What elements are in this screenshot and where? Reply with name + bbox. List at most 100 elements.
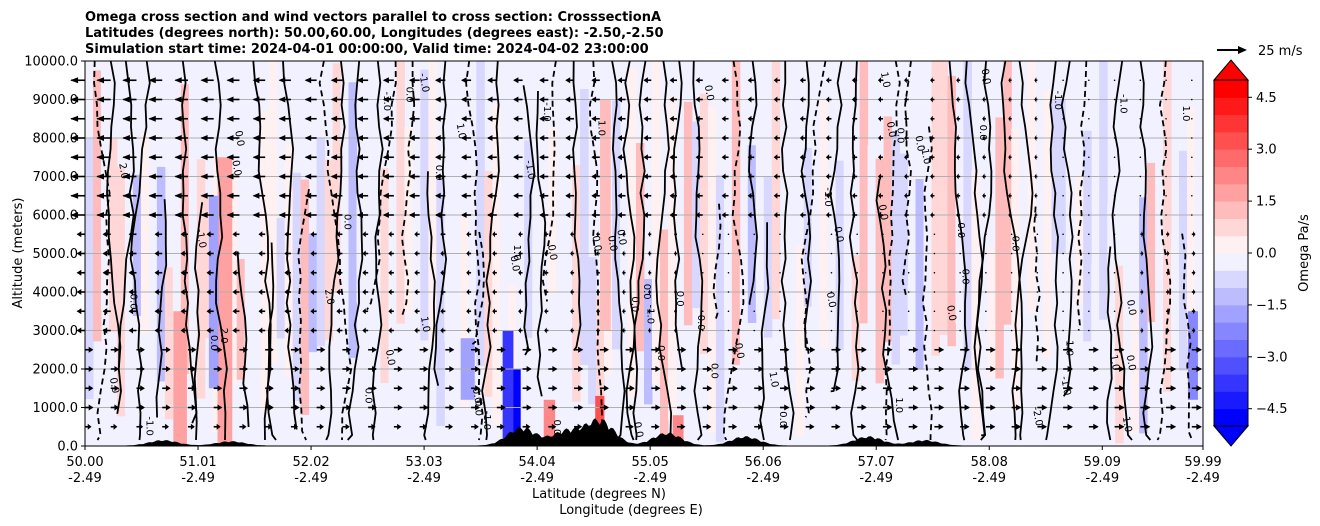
wind-vector-head — [695, 77, 700, 84]
x-tick-label-lat: 52.02 — [292, 455, 329, 470]
omega-cell — [324, 159, 334, 341]
wind-vector-head — [851, 96, 856, 103]
wind-vector-head — [799, 96, 804, 103]
wind-vector — [830, 310, 833, 313]
wind-vector-head — [518, 327, 521, 334]
omega-feature — [543, 399, 556, 446]
wind-vector-head — [539, 173, 545, 180]
wind-vector-head — [825, 77, 830, 84]
omega-cell — [1091, 263, 1100, 426]
wind-vector-head — [938, 366, 945, 372]
wind-vector — [933, 329, 936, 332]
omega-cell — [532, 61, 541, 374]
contour-label: 1.0 — [1120, 416, 1134, 434]
omega-cell — [651, 61, 661, 385]
wind-vector-head — [1008, 115, 1011, 122]
x-axis-label-longitude: Longitude (degrees E) — [559, 503, 703, 518]
wind-vector — [1062, 329, 1064, 332]
wind-vector-head — [232, 250, 237, 257]
contour-zero — [155, 199, 168, 418]
wind-vector-head — [70, 154, 79, 161]
wind-vector — [1113, 79, 1116, 82]
wind-vector-head — [128, 231, 134, 238]
wind-vector-head — [695, 115, 700, 122]
omega-cell — [915, 179, 924, 370]
wind-vector-head — [732, 366, 738, 372]
title-line-2: Latitudes (degrees north): 50.00,60.00, … — [85, 26, 664, 41]
wind-vector-head — [397, 404, 403, 411]
contour-zero — [1111, 60, 1133, 441]
wind-vector — [753, 271, 756, 274]
wind-vector-head — [102, 289, 108, 295]
omega-cell — [1147, 162, 1156, 323]
wind-vector-head — [747, 212, 752, 218]
wind-vector-head — [695, 173, 700, 180]
wind-vector — [1113, 233, 1116, 236]
wind-vector-head — [88, 404, 94, 411]
wind-vector — [856, 233, 858, 236]
wind-vector-head — [758, 346, 764, 353]
wind-vector-head — [706, 423, 712, 430]
x-tick-label-lon: -2.49 — [1085, 471, 1119, 486]
wind-vector-head — [956, 77, 959, 84]
omega-cell — [1179, 150, 1188, 371]
wind-vector — [1062, 98, 1064, 101]
contour-zero — [535, 90, 547, 397]
wind-vector-head — [518, 250, 521, 257]
omega-cell — [1163, 61, 1172, 392]
wind-vector-head — [148, 135, 156, 141]
wind-vector — [804, 310, 807, 313]
wind-vector-head — [148, 173, 156, 180]
wind-vector — [1088, 329, 1090, 332]
wind-vector-head — [258, 327, 263, 334]
wind-vector-head — [904, 96, 907, 103]
wind-vector-head — [773, 135, 778, 141]
contour-label: 0.0 — [383, 349, 397, 367]
wind-vector-head — [487, 173, 493, 180]
omega-cell — [460, 216, 469, 409]
omega-cell — [1139, 197, 1148, 434]
omega-cell — [516, 133, 525, 427]
wind-vector-head — [930, 115, 933, 122]
wind-vector-head — [877, 192, 881, 199]
colorbar-tick-label: −1.5 — [1256, 298, 1288, 313]
contour-zero — [423, 171, 436, 441]
contour-label: 0.0 — [631, 421, 645, 439]
wind-vector-head — [643, 96, 648, 103]
wind-vector-head — [148, 154, 156, 161]
omega-feature — [502, 330, 514, 446]
wind-vector-head — [346, 404, 352, 411]
wind-vector-head — [466, 269, 470, 276]
wind-vector-head — [544, 250, 547, 257]
wind-vector — [779, 233, 781, 236]
wind-vector — [959, 310, 961, 313]
omega-cell — [1131, 308, 1140, 435]
wind-vector-head — [643, 192, 648, 199]
wind-vector-head — [1170, 423, 1177, 430]
wind-vector — [1088, 98, 1090, 101]
wind-vector-head — [539, 115, 545, 122]
omega-cell — [891, 132, 901, 365]
wind-vector-head — [252, 135, 260, 141]
colorbar: 4.5 3.0 1.5 0.0 −1.5 −3.0 −4.5 — [1212, 59, 1288, 447]
colorbar-tick-label: 1.5 — [1256, 195, 1277, 210]
wind-vector — [804, 271, 807, 274]
wind-vector — [1088, 291, 1090, 293]
omega-cell — [1171, 233, 1180, 432]
wind-vector — [1062, 310, 1064, 313]
wind-vector-head — [669, 96, 674, 103]
wind-vector-head — [809, 346, 816, 353]
wind-vector-head — [310, 289, 315, 295]
omega-cell — [420, 69, 429, 341]
contour-negative — [465, 60, 484, 441]
wind-vector-head — [773, 173, 778, 180]
wind-vector-head — [304, 173, 312, 180]
wind-vector-head — [758, 404, 764, 411]
wind-vector-head — [217, 404, 223, 411]
contour-zero — [800, 60, 812, 351]
wind-vector-head — [487, 115, 493, 122]
wind-vector-head — [165, 385, 171, 392]
contour-zero — [622, 60, 639, 441]
omega-cell — [644, 279, 653, 405]
wind-vector-head — [113, 423, 118, 430]
